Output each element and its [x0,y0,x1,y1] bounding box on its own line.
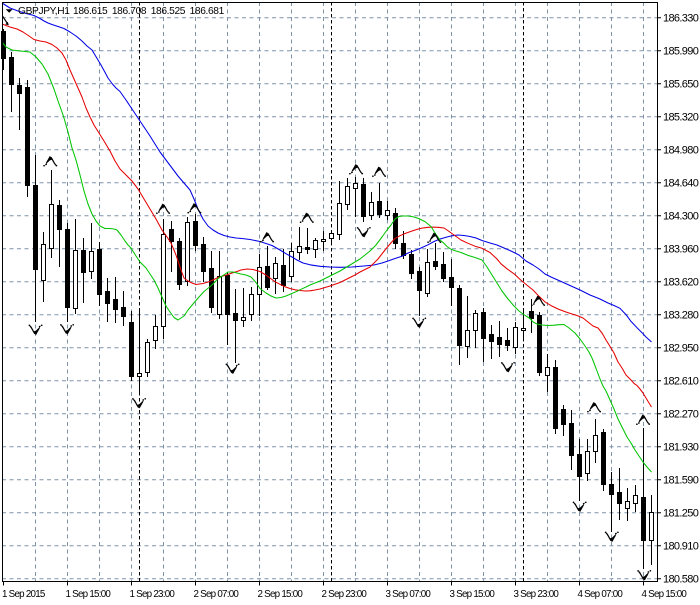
svg-text:182.950: 182.950 [663,343,699,355]
svg-text:180.910: 180.910 [663,541,699,553]
svg-text:3 Sep 07:00: 3 Sep 07:00 [386,589,432,600]
svg-text:3 Sep 15:00: 3 Sep 15:00 [450,589,496,600]
svg-text:2 Sep 23:00: 2 Sep 23:00 [322,589,368,600]
svg-text:181.930: 181.930 [663,442,699,454]
svg-text:186.330: 186.330 [663,13,699,25]
svg-text:183.280: 183.280 [663,310,699,322]
svg-text:186.615 186.708 186.525 186.68: 186.615 186.708 186.525 186.681 [73,6,225,17]
svg-text:180.580: 180.580 [663,574,699,586]
svg-text:183.620: 183.620 [663,277,699,289]
svg-text:2 Sep 15:00: 2 Sep 15:00 [258,589,304,600]
svg-text:184.980: 184.980 [663,145,699,157]
svg-text:185.990: 185.990 [663,46,699,58]
svg-text:184.640: 184.640 [663,178,699,190]
svg-text:GBPJPY,H1: GBPJPY,H1 [18,6,70,17]
svg-text:4 Sep 07:00: 4 Sep 07:00 [578,589,624,600]
svg-text:185.650: 185.650 [663,79,699,91]
svg-text:1 Sep 23:00: 1 Sep 23:00 [130,589,176,600]
svg-text:4 Sep 15:00: 4 Sep 15:00 [642,589,688,600]
svg-text:1 Sep 2015: 1 Sep 2015 [2,589,46,600]
svg-text:181.590: 181.590 [663,475,699,487]
svg-text:185.320: 185.320 [663,112,699,124]
svg-text:184.300: 184.300 [663,211,699,223]
svg-text:1 Sep 15:00: 1 Sep 15:00 [66,589,112,600]
svg-text:181.250: 181.250 [663,508,699,520]
svg-text:182.610: 182.610 [663,376,699,388]
svg-text:3 Sep 23:00: 3 Sep 23:00 [514,589,560,600]
svg-text:182.270: 182.270 [663,409,699,421]
svg-text:183.960: 183.960 [663,244,699,256]
svg-text:2 Sep 07:00: 2 Sep 07:00 [194,589,240,600]
